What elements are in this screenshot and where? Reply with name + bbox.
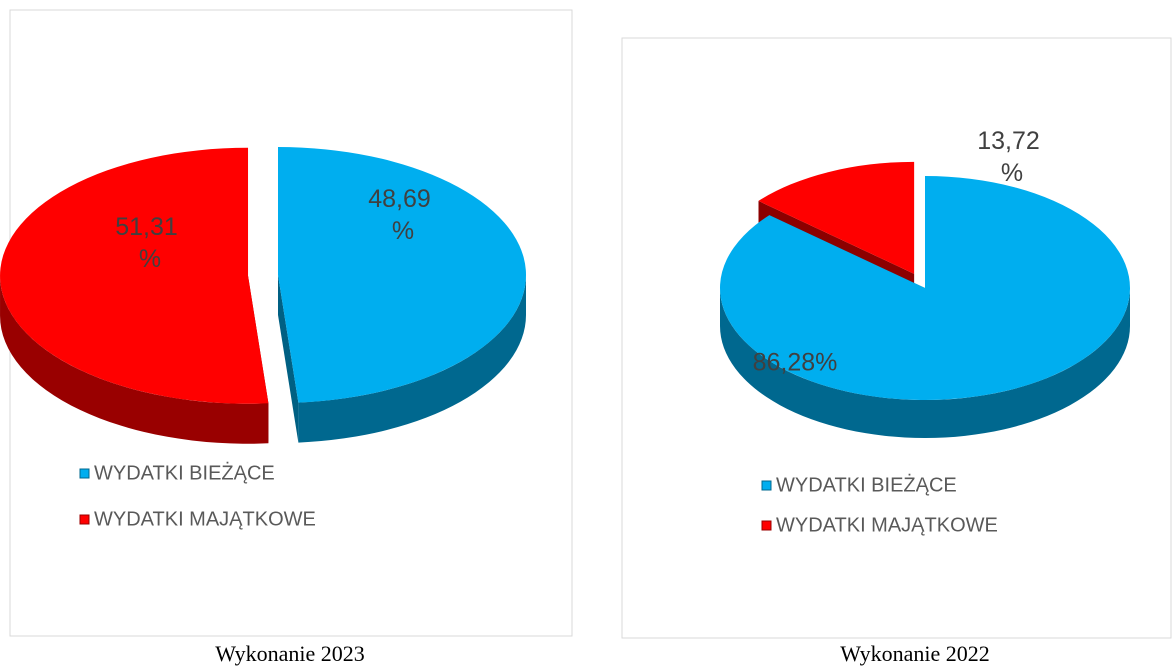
legend-label: WYDATKI MAJĄTKOWE (776, 514, 998, 536)
legend-marker (79, 514, 90, 525)
data-label: 86,28% (753, 349, 838, 377)
legend-label: WYDATKI BIEŻĄCE (94, 461, 275, 484)
legend-label: WYDATKI BIEŻĄCE (776, 473, 957, 496)
legend-marker (79, 468, 90, 479)
legend-marker (761, 520, 772, 531)
slice-side (720, 288, 1130, 438)
legend-label: WYDATKI MAJĄTKOWE (94, 508, 316, 530)
chart-title: Wykonanie 2022 (840, 641, 990, 666)
slice (719, 176, 1130, 401)
slice-cut (278, 275, 299, 443)
data-label: 13,72 % (977, 127, 1047, 187)
slice-side (0, 275, 269, 444)
chart-title: Wykonanie 2023 (215, 641, 365, 666)
slice (758, 161, 915, 274)
slice-side (298, 275, 526, 443)
slice (278, 147, 526, 403)
data-label: 51,31 % (115, 213, 185, 273)
legend-marker (761, 480, 772, 491)
data-label: 48,69 % (368, 185, 438, 245)
slice (0, 147, 269, 404)
